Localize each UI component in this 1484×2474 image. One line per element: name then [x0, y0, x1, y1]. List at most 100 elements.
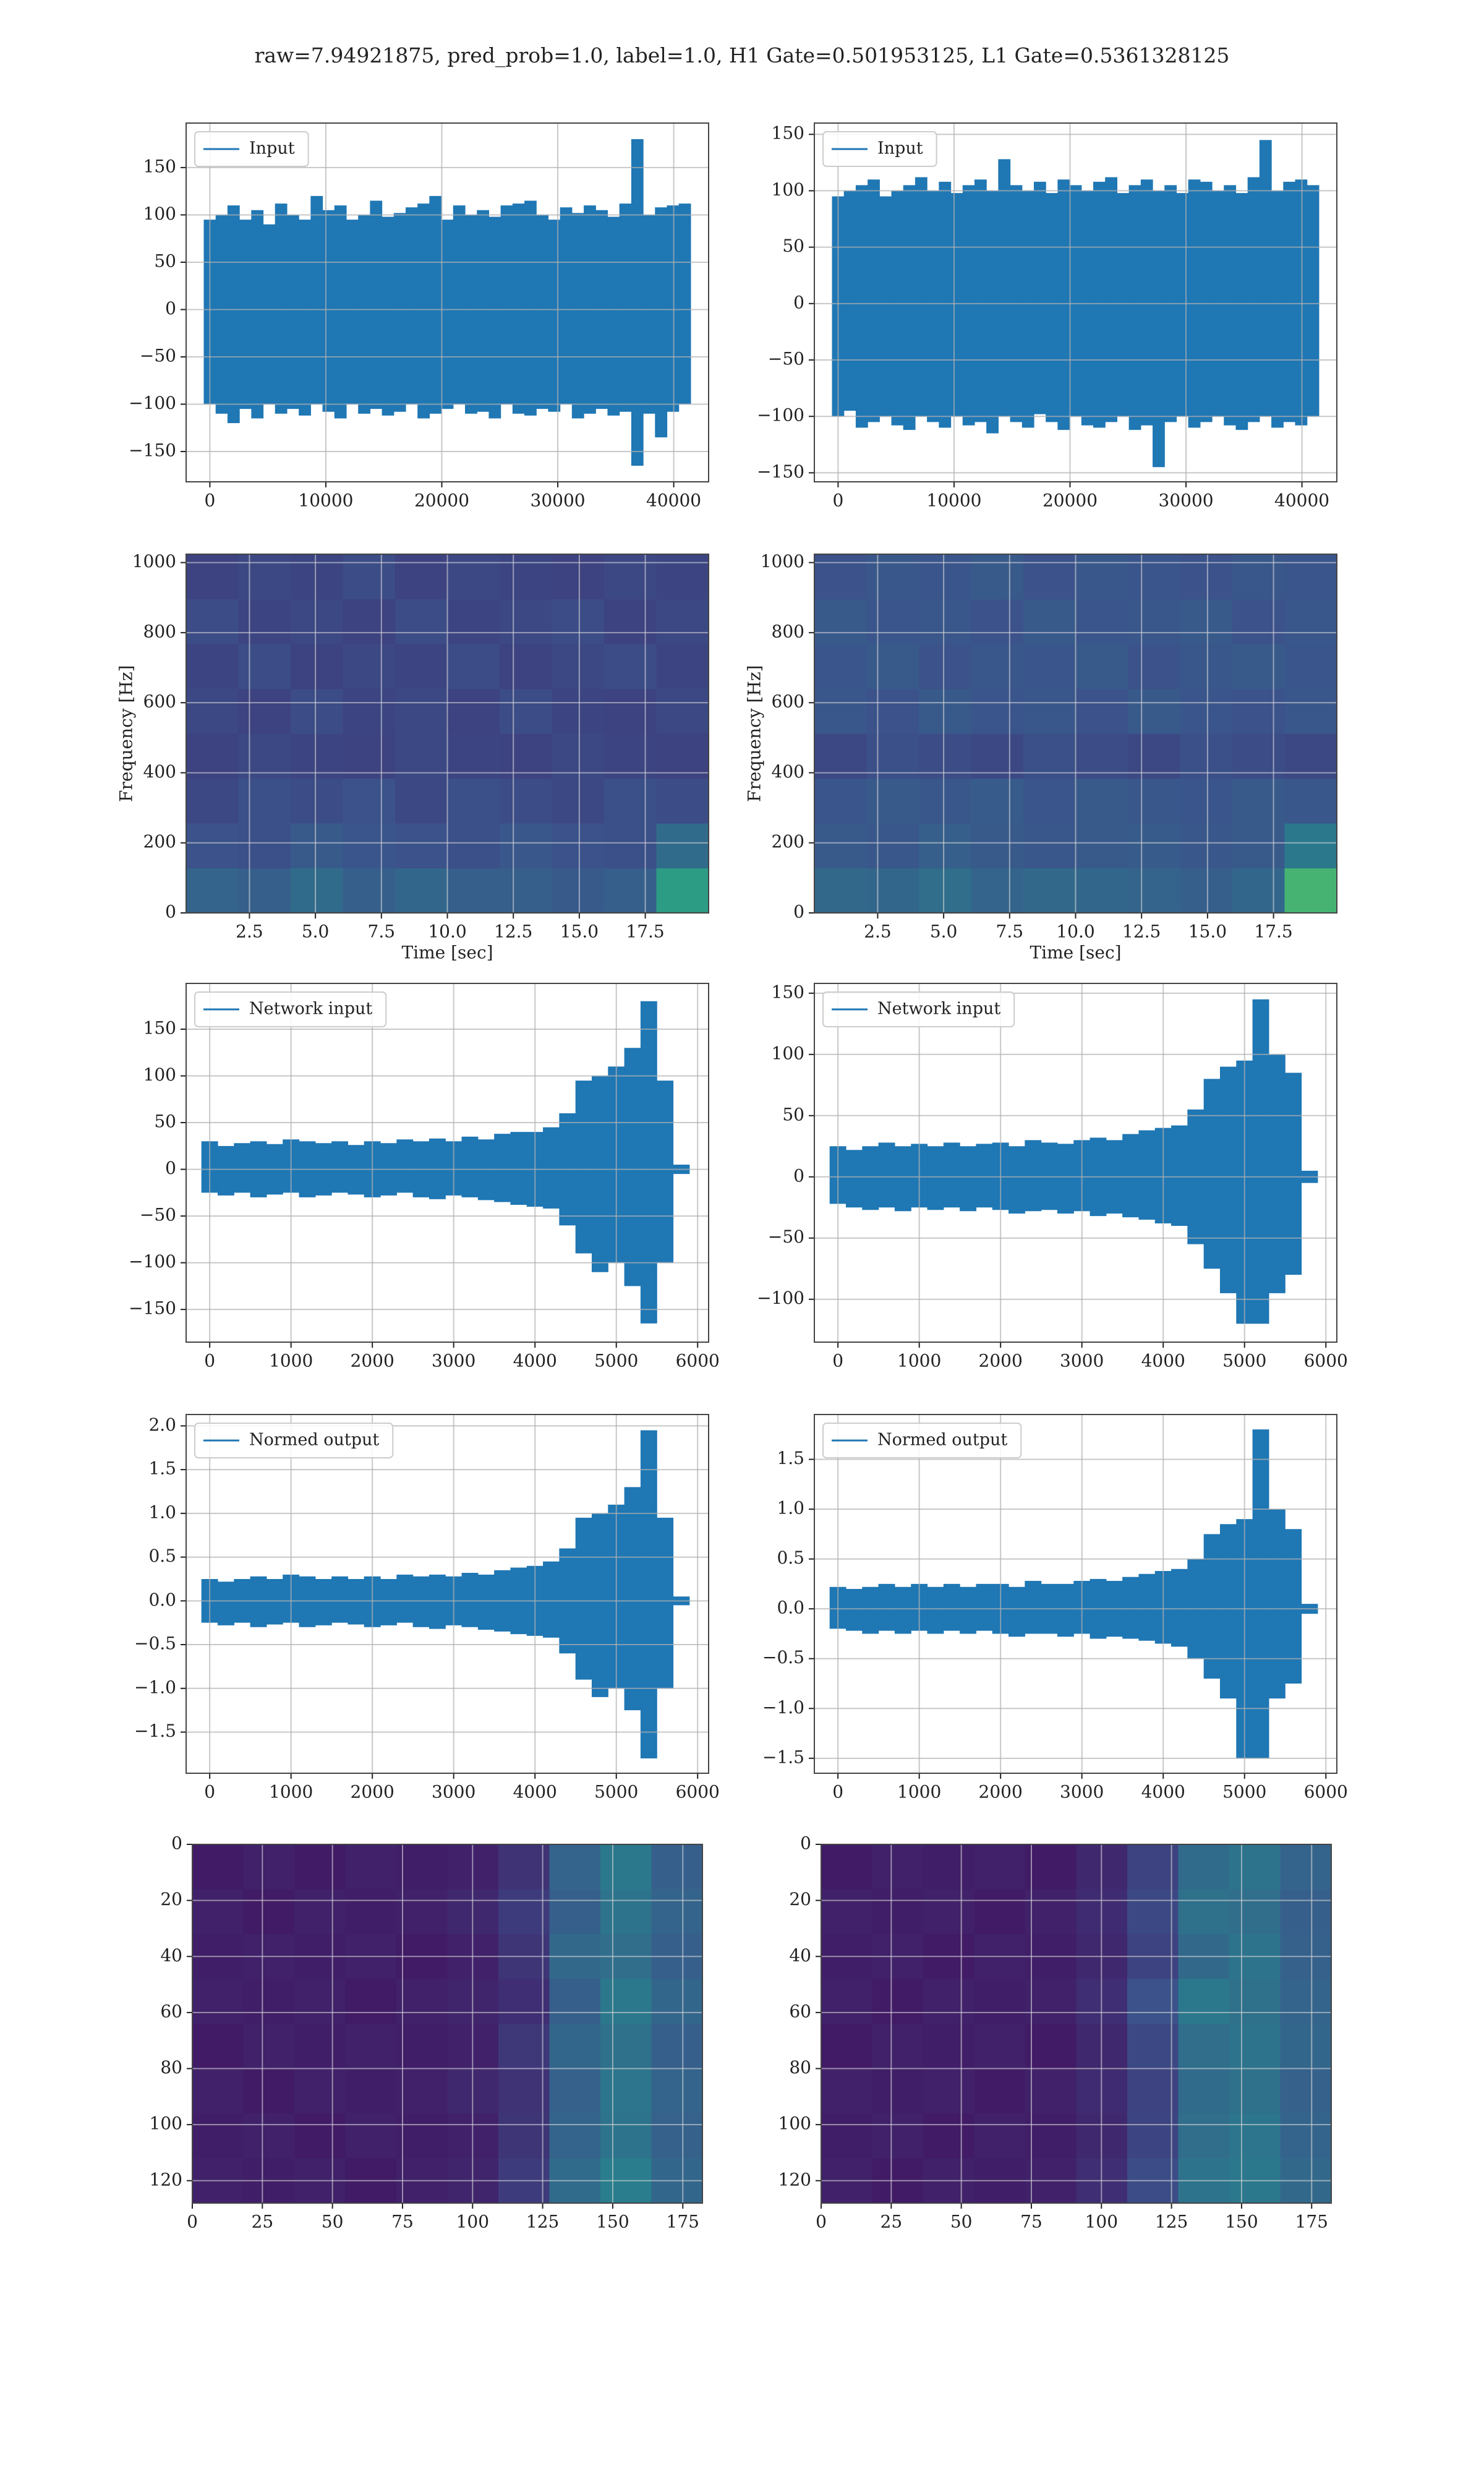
heatmap-cell — [395, 644, 448, 689]
x-tick-label: 5000 — [594, 1351, 638, 1371]
heatmap-cell — [1025, 1889, 1077, 1935]
heatmap-cell — [396, 1979, 448, 2024]
x-tick-label: 125 — [1155, 2212, 1188, 2232]
y-tick-label: −150 — [129, 1298, 176, 1319]
x-tick-label: 4000 — [1141, 1782, 1185, 1802]
x-axis-label: Time [sec] — [1030, 943, 1121, 963]
heatmap-cell — [1023, 734, 1076, 779]
heatmap-cell — [1075, 823, 1128, 868]
heatmap-cell — [656, 554, 709, 599]
heatmap-cell — [971, 599, 1024, 644]
y-tick-label: −150 — [129, 440, 176, 461]
heatmap-cell — [549, 1844, 601, 1890]
heatmap-cell — [656, 868, 709, 913]
panel: 2.5 5.0 7.5 10.0 12.5 15.0 17.5 0 200 400 600 800 10… — [744, 551, 1337, 963]
heatmap-cell — [971, 644, 1024, 689]
heatmap-cell — [447, 554, 500, 599]
heatmap-cell — [1180, 868, 1233, 913]
heatmap-cell — [872, 2113, 924, 2159]
y-tick-label: 0.5 — [148, 1546, 176, 1566]
y-axis-label: Frequency [Hz] — [116, 665, 137, 802]
heatmap-cell — [600, 1979, 652, 2024]
heatmap-cell — [186, 688, 239, 734]
x-tick-label: 75 — [391, 2212, 414, 2232]
x-tick-label: 5000 — [1222, 1351, 1266, 1371]
heatmap-cell — [186, 778, 239, 824]
heatmap-cell — [1128, 868, 1180, 913]
heatmap-cell — [186, 734, 239, 779]
heatmap-cell — [552, 688, 605, 734]
heatmap-cell — [291, 688, 343, 734]
legend-box — [194, 131, 309, 167]
y-tick-label: −1.5 — [762, 1747, 804, 1767]
heatmap-cell — [1023, 644, 1076, 689]
heatmap-cell — [498, 1889, 550, 1935]
heatmap-cell — [1284, 599, 1337, 644]
heatmap-cell — [192, 2024, 244, 2069]
heatmap-cell — [1180, 778, 1233, 824]
x-tick-label: 0 — [204, 1351, 215, 1371]
y-tick-label: 800 — [772, 621, 804, 641]
heatmap-cell — [600, 2113, 652, 2159]
y-tick-label: 60 — [160, 2001, 182, 2021]
heatmap-cell — [1229, 1844, 1281, 1890]
x-tick-label: 0 — [204, 490, 215, 511]
y-tick-label: −50 — [768, 349, 804, 369]
heatmap-cell — [919, 823, 971, 868]
x-tick-label: 10000 — [298, 490, 353, 511]
heatmap-cell — [1232, 644, 1285, 689]
legend: Network input — [822, 991, 1015, 1027]
x-tick-label: 0 — [816, 2212, 827, 2232]
x-tick-label: 15.0 — [1188, 922, 1227, 942]
heatmap-cell — [1229, 2024, 1281, 2069]
heatmap-cell — [604, 644, 657, 689]
heatmap-cell — [1229, 1979, 1281, 2024]
heatmap-cell — [866, 599, 919, 644]
plot-area — [186, 554, 709, 913]
x-tick-label: 15.0 — [560, 922, 599, 942]
heatmap-cell — [821, 1889, 872, 1935]
heatmap-cell — [345, 1889, 397, 1935]
figure-title: raw=7.94921875, pred_prob=1.0, label=1.0… — [255, 43, 1230, 68]
y-tick-label: −100 — [757, 405, 804, 426]
heatmap-cell — [1075, 868, 1128, 913]
heatmap-cell — [1025, 2113, 1077, 2159]
heatmap-cell — [192, 1844, 244, 1890]
heatmap-cell — [651, 2024, 702, 2069]
heatmap-cell — [549, 1889, 601, 1935]
heatmap-cell — [186, 599, 239, 644]
heatmap-cell — [343, 644, 396, 689]
y-tick-label: 100 — [772, 179, 804, 200]
x-tick-label: 20000 — [1043, 490, 1098, 511]
heatmap-cell — [1075, 644, 1128, 689]
x-tick-label: 4000 — [513, 1782, 557, 1802]
heatmap-cell — [1284, 688, 1337, 734]
x-tick-label: 2000 — [351, 1782, 394, 1802]
heatmap-cell — [651, 1889, 702, 1935]
legend-box — [822, 991, 1015, 1027]
heatmap-cell — [821, 1844, 872, 1890]
heatmap-cell — [1075, 734, 1128, 779]
heatmap-cell — [243, 1979, 295, 2024]
y-tick-label: 0 — [793, 1165, 804, 1186]
heatmap-cell — [1232, 778, 1285, 824]
heatmap-cell — [971, 778, 1024, 824]
x-tick-label: 7.5 — [996, 922, 1024, 942]
x-tick-label: 25 — [881, 2212, 903, 2232]
heatmap-cell — [243, 2068, 295, 2114]
heatmap-cell — [600, 1844, 652, 1890]
x-tick-label: 3000 — [1060, 1782, 1104, 1802]
heatmap-cell — [1232, 599, 1285, 644]
y-tick-label: 100 — [143, 203, 176, 224]
heatmap-cell — [291, 554, 343, 599]
heatmap-cell — [395, 734, 448, 779]
x-axis-label: Time [sec] — [401, 943, 493, 963]
y-tick-label: 400 — [772, 761, 804, 782]
x-tick-label: 3000 — [1060, 1351, 1104, 1371]
heatmap-cell — [974, 2024, 1026, 2069]
heatmap-cell — [1127, 2113, 1179, 2159]
heatmap-cell — [238, 599, 291, 644]
y-tick-label: 1.5 — [777, 1448, 804, 1468]
heatmap-cell — [343, 688, 396, 734]
heatmap-cell — [872, 1889, 924, 1935]
